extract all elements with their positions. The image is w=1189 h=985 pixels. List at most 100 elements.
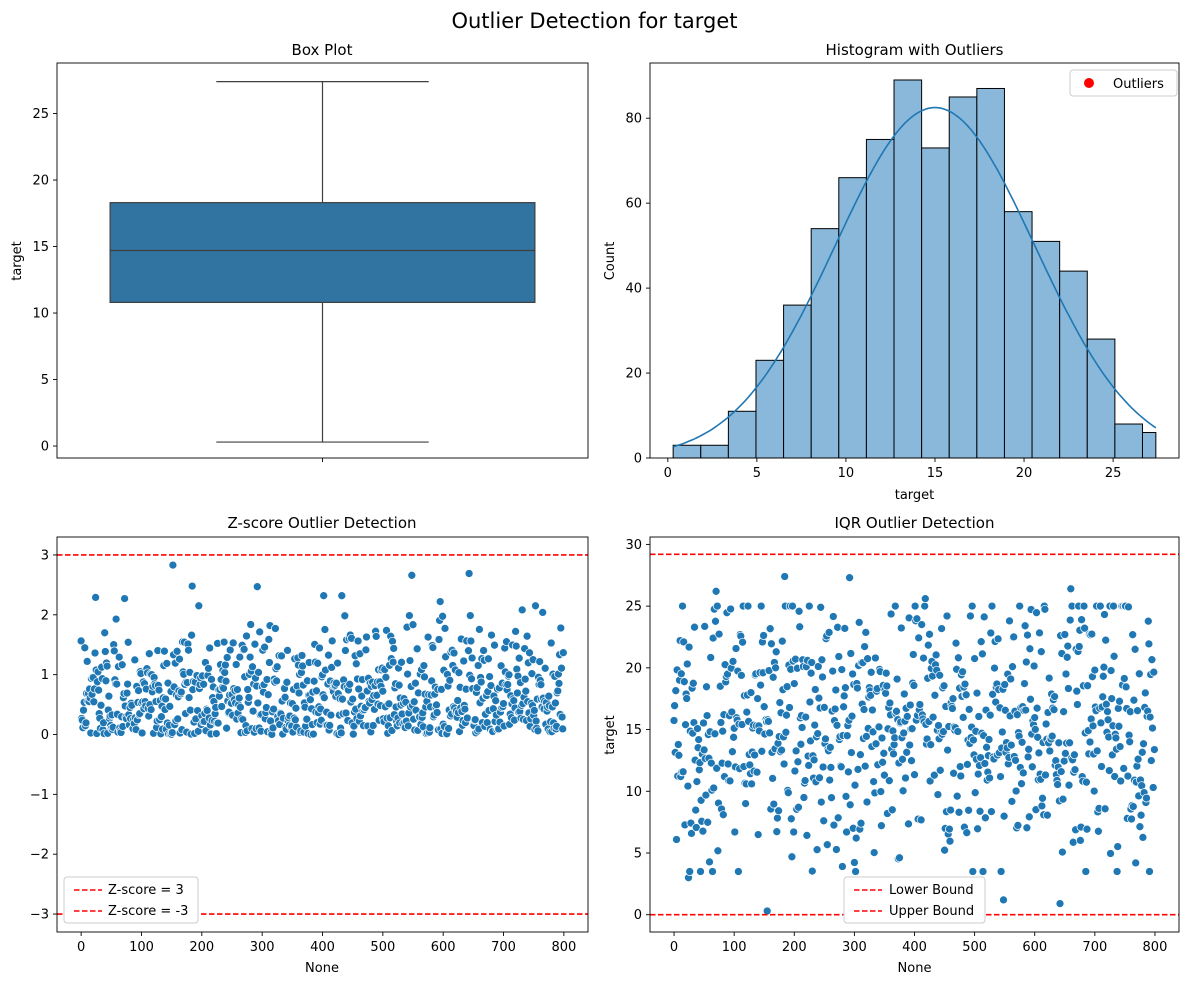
data-point: [783, 788, 793, 798]
data-point: [845, 573, 854, 583]
data-point: [1021, 705, 1031, 715]
data-point: [246, 620, 256, 629]
data-point: [82, 657, 92, 666]
data-point: [1005, 616, 1014, 626]
data-point: [688, 678, 698, 688]
data-point: [826, 763, 836, 772]
data-point: [204, 664, 213, 673]
data-point: [1115, 696, 1124, 706]
data-point: [838, 862, 847, 871]
data-point: [234, 693, 244, 703]
data-point: [812, 845, 822, 855]
data-point: [551, 698, 560, 708]
data-point: [167, 728, 177, 737]
histogram-bar: [865, 138, 895, 459]
data-point: [814, 693, 824, 703]
data-point: [850, 858, 859, 867]
data-point: [1061, 749, 1070, 758]
data-point: [341, 646, 350, 655]
data-point: [382, 626, 391, 635]
data-point: [877, 821, 886, 831]
x-tick-label: 5: [753, 466, 761, 481]
data-point: [935, 670, 945, 680]
legend: Z-score = 3 Z-score = -3: [63, 876, 199, 924]
data-point: [708, 633, 718, 643]
data-point: [863, 654, 872, 664]
data-point: [1065, 615, 1075, 625]
data-point: [476, 677, 486, 687]
data-point: [868, 727, 878, 737]
data-point: [734, 867, 743, 876]
data-point: [881, 688, 890, 698]
data-point: [1131, 858, 1141, 868]
x-tick-label: 800: [551, 940, 576, 955]
data-point: [935, 765, 945, 775]
data-point: [504, 670, 514, 680]
data-point: [302, 714, 312, 724]
data-point: [949, 768, 958, 778]
data-point: [1121, 682, 1131, 692]
x-tick-label: 20: [1016, 466, 1033, 481]
data-point: [1040, 604, 1050, 614]
data-point: [511, 627, 520, 636]
data-point: [800, 776, 810, 785]
data-point: [525, 648, 534, 658]
data-point: [184, 645, 193, 655]
data-point: [830, 704, 840, 714]
data-point: [832, 845, 841, 854]
data-point: [899, 689, 909, 699]
x-tick-label: 200: [189, 940, 214, 955]
data-point: [997, 727, 1007, 737]
data-point: [714, 629, 724, 639]
data-point: [805, 697, 815, 707]
data-point: [160, 646, 169, 656]
data-point: [1119, 674, 1129, 683]
data-point: [690, 622, 699, 632]
data-point: [1128, 630, 1138, 640]
data-point: [409, 697, 419, 707]
data-point: [818, 672, 827, 682]
data-point: [465, 611, 475, 620]
data-point: [692, 777, 702, 786]
data-point: [705, 857, 714, 867]
data-point: [696, 867, 705, 876]
data-point: [1038, 793, 1047, 803]
data-point: [718, 810, 728, 820]
data-point: [154, 685, 164, 695]
data-point: [272, 662, 282, 672]
data-point: [263, 690, 273, 700]
data-point: [839, 691, 849, 701]
data-point: [1021, 657, 1031, 667]
data-point: [1119, 764, 1129, 773]
data-point: [961, 690, 971, 700]
data-point: [670, 701, 679, 711]
data-point: [217, 702, 227, 711]
legend-label: Lower Bound: [889, 883, 974, 898]
data-point: [1013, 821, 1023, 830]
data-point: [785, 703, 794, 712]
data-point: [779, 759, 789, 769]
histogram-bar: [672, 444, 702, 459]
data-point: [96, 700, 106, 710]
data-point: [553, 686, 563, 696]
data-point: [856, 750, 865, 760]
data-point: [940, 845, 949, 855]
data-point: [682, 659, 692, 669]
panel-title: Histogram with Outliers: [826, 41, 1004, 59]
panel-box-plot: Box Plot 0 5 10 15 20 25 target: [10, 41, 589, 462]
data-point: [777, 745, 786, 755]
data-point: [775, 698, 785, 707]
data-point: [475, 625, 484, 634]
data-point: [725, 776, 735, 786]
data-point: [211, 729, 221, 738]
legend-box: [1069, 69, 1178, 97]
data-point: [762, 906, 772, 916]
data-point: [1103, 707, 1112, 716]
data-point: [1064, 684, 1073, 693]
data-point: [454, 668, 464, 678]
data-point: [253, 698, 263, 708]
data-point: [853, 683, 862, 693]
data-point: [207, 675, 216, 684]
x-tick-label: 300: [250, 940, 275, 955]
